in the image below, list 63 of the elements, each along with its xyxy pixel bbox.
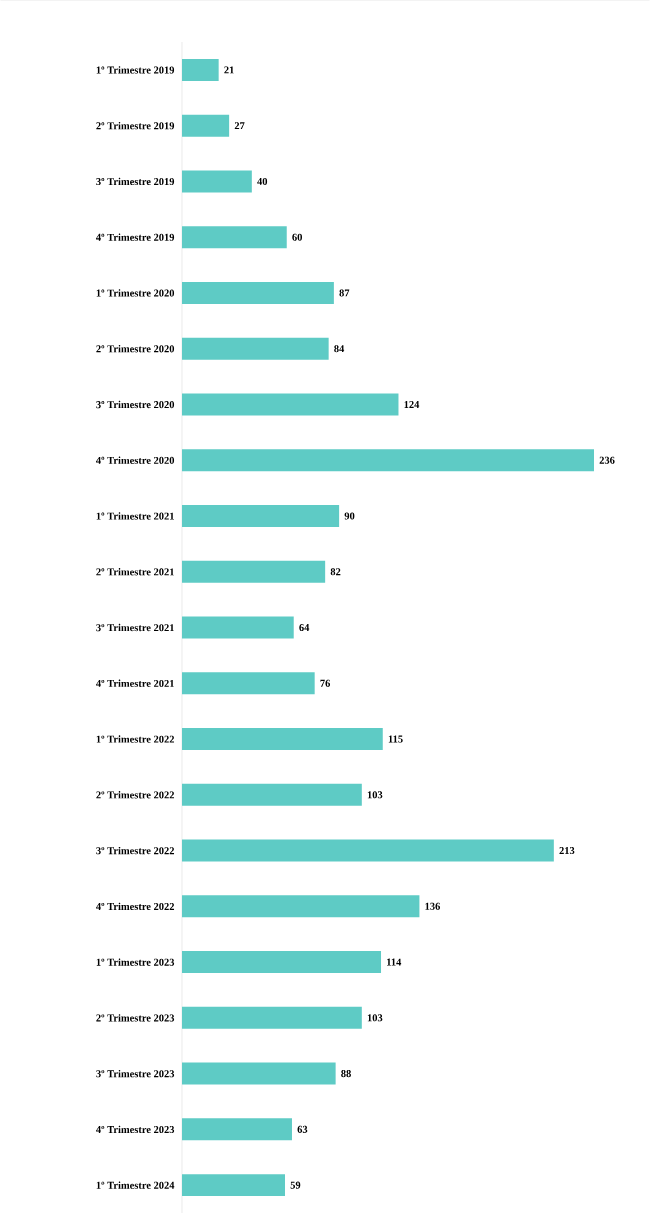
bar bbox=[182, 1006, 362, 1029]
y-tick-label: 2º Trimestre 2023 bbox=[96, 1014, 175, 1022]
y-tick-label: 1º Trimestre 2024 bbox=[96, 1181, 175, 1189]
bar bbox=[182, 672, 315, 695]
bar bbox=[182, 951, 382, 974]
bar bbox=[182, 281, 334, 304]
data-label: 115 bbox=[388, 735, 403, 743]
y-tick-label: 2º Trimestre 2020 bbox=[96, 345, 175, 353]
y-tick-label: 4º Trimestre 2019 bbox=[96, 233, 175, 241]
data-label: 87 bbox=[339, 289, 350, 297]
y-tick-label: 1º Trimestre 2020 bbox=[96, 289, 175, 297]
y-tick-label: 4º Trimestre 2023 bbox=[96, 1125, 175, 1134]
y-tick-label: 2º Trimestre 2021 bbox=[96, 568, 174, 576]
data-label: 88 bbox=[341, 1070, 351, 1078]
bar bbox=[182, 226, 287, 249]
data-label: 103 bbox=[367, 1014, 383, 1022]
data-label: 236 bbox=[599, 456, 615, 464]
data-label: 63 bbox=[297, 1125, 308, 1133]
bar bbox=[182, 1118, 292, 1141]
data-label: 124 bbox=[404, 401, 420, 408]
y-tick-label: 1º Trimestre 2019 bbox=[96, 66, 175, 74]
bar bbox=[182, 783, 362, 806]
y-tick-label: 4º Trimestre 2020 bbox=[96, 456, 175, 464]
bar bbox=[182, 393, 399, 416]
bar bbox=[182, 114, 230, 137]
bar bbox=[182, 337, 329, 360]
data-label: 114 bbox=[387, 958, 402, 966]
y-tick-label: 1º Trimestre 2022 bbox=[96, 735, 175, 743]
data-label: 40 bbox=[257, 177, 268, 185]
bar bbox=[182, 895, 420, 918]
y-tick-label: 1º Trimestre 2021 bbox=[96, 512, 174, 520]
bar bbox=[182, 839, 554, 862]
bar bbox=[182, 728, 383, 751]
y-tick-label: 3º Trimestre 2019 bbox=[96, 177, 175, 186]
data-label: 136 bbox=[425, 902, 440, 910]
y-tick-label: 3º Trimestre 2023 bbox=[96, 1069, 175, 1078]
data-label: 76 bbox=[320, 679, 331, 687]
bar bbox=[182, 560, 326, 583]
data-label: 64 bbox=[299, 623, 310, 632]
data-label: 84 bbox=[334, 345, 345, 353]
y-tick-label: 3º Trimestre 2020 bbox=[96, 400, 175, 409]
bar bbox=[182, 504, 340, 527]
bar bbox=[182, 1062, 336, 1085]
y-tick-label: 1º Trimestre 2023 bbox=[96, 958, 175, 966]
data-label: 27 bbox=[234, 122, 245, 130]
data-label: 60 bbox=[292, 233, 302, 241]
y-tick-label: 4º Trimestre 2021 bbox=[96, 679, 174, 687]
data-label: 82 bbox=[330, 568, 341, 576]
bar bbox=[182, 1174, 285, 1197]
data-label: 90 bbox=[344, 512, 355, 520]
y-tick-label: 4º Trimestre 2022 bbox=[96, 902, 175, 910]
bar bbox=[182, 616, 294, 639]
y-tick-label: 2º Trimestre 2022 bbox=[96, 791, 175, 799]
data-label: 59 bbox=[290, 1181, 301, 1189]
data-label: 213 bbox=[559, 847, 575, 855]
bar bbox=[182, 449, 594, 472]
data-label: 103 bbox=[367, 791, 383, 799]
data-label: 21 bbox=[224, 66, 234, 74]
y-tick-label: 2º Trimestre 2019 bbox=[96, 121, 175, 130]
bar bbox=[182, 58, 219, 81]
bar bbox=[182, 170, 252, 193]
y-tick-label: 3º Trimestre 2022 bbox=[96, 846, 175, 855]
y-tick-label: 3º Trimestre 2021 bbox=[96, 623, 174, 632]
